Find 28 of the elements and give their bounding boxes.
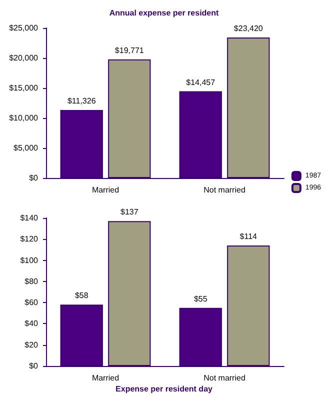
x-tick-label: Married	[92, 186, 120, 194]
chart-title: Annual expense per resident	[109, 8, 220, 18]
y-tick-label: $60	[24, 298, 39, 308]
x-tick-label: Not married	[204, 374, 246, 382]
data-label: $14,457	[186, 78, 216, 87]
y-tick-label: $0	[29, 174, 39, 182]
data-label: $11,326	[67, 96, 96, 106]
y-tick-label: $140	[20, 214, 39, 222]
y-tick-label: $10,000	[9, 114, 39, 122]
y-tick-label: $15,000	[9, 84, 39, 92]
data-label: $114	[240, 232, 258, 241]
data-label: $23,420	[234, 24, 264, 33]
data-label: $19,771	[114, 46, 144, 55]
data-label: $137	[120, 208, 139, 217]
y-tick-label: $40	[24, 319, 39, 328]
x-tick-label: Married	[92, 374, 120, 382]
data-label: $58	[74, 291, 89, 300]
y-tick-label: $120	[20, 234, 39, 244]
y-tick-label: $5,000	[14, 144, 39, 152]
y-tick-label: $100	[20, 256, 39, 265]
y-tick-label: $25,000	[9, 24, 39, 32]
data-label: $55	[194, 294, 208, 304]
y-tick-label: $20,000	[9, 54, 39, 62]
text: Expense per resident day	[116, 384, 214, 394]
y-tick-label: $0	[29, 362, 39, 370]
y-tick-label: $20	[24, 340, 39, 350]
y-tick-label: $80	[24, 276, 39, 286]
x-tick-label: Not married	[204, 186, 246, 194]
